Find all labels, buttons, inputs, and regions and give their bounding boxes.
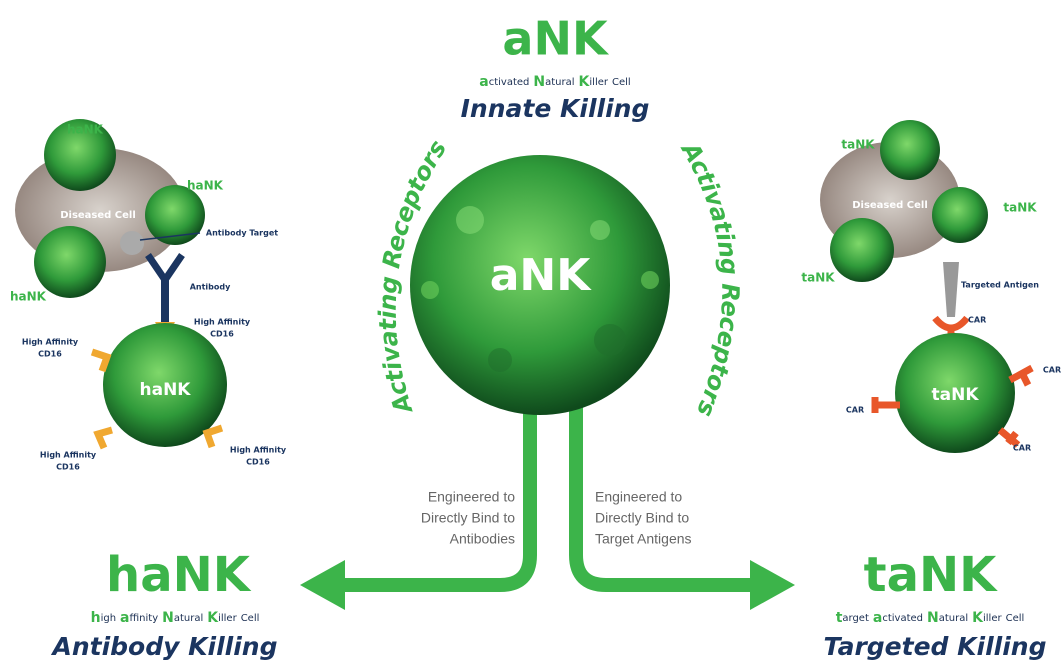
arrows	[335, 400, 760, 592]
cd16-label: CD16	[56, 463, 80, 472]
initial: K	[972, 610, 984, 626]
rest: atural	[174, 613, 203, 624]
cd16-label: High Affinity	[40, 451, 97, 460]
cell-label: haNK	[140, 380, 192, 400]
initial: a	[873, 610, 882, 626]
cell-label: taNK	[841, 138, 875, 152]
note-line: Directly Bind to	[421, 510, 515, 526]
car-label: CAR	[1043, 366, 1061, 375]
branch-subtitle: high affinity Natural Killer Cell	[91, 610, 260, 626]
cd16-labels: High Affinity CD16 High Affinity CD16 High A…	[22, 318, 287, 472]
diseased-cell-label: Diseased Cell	[852, 200, 928, 211]
rest: ctivated	[882, 613, 923, 624]
cell-label: haNK	[187, 179, 224, 193]
note: Engineered to Directly Bind to Target Anti…	[595, 489, 692, 547]
rest: arget	[842, 613, 869, 624]
rest: iller	[589, 77, 608, 88]
car-label: CAR	[1013, 444, 1031, 453]
subtitle-word: Natural	[927, 610, 968, 626]
subtitle-word: Cell	[241, 613, 260, 624]
subtitle-word: high	[91, 610, 116, 626]
cd16-label: High Affinity	[22, 338, 79, 347]
cd16-label: High Affinity	[194, 318, 251, 327]
right-illustration	[820, 120, 1034, 453]
note-line: Target Antigens	[595, 531, 692, 547]
cell-label: haNK	[10, 290, 47, 304]
receptor-label: Activating Receptors	[675, 136, 744, 421]
subtitle-word: Killer	[207, 610, 237, 626]
cd16-label: CD16	[246, 458, 270, 467]
cd16-label: CD16	[210, 330, 234, 339]
cell-label: taNK	[932, 385, 980, 405]
targeted-antigen-label: Targeted Antigen	[961, 281, 1039, 290]
subtitle-word: Cell	[612, 77, 631, 88]
tagline: Innate Killing	[461, 94, 650, 123]
center-cell	[410, 155, 670, 415]
cell-label: haNK	[67, 123, 104, 137]
rest: iller	[983, 613, 1002, 624]
initial: h	[91, 610, 101, 626]
subtitle-word: activated	[479, 74, 529, 90]
branch-title: haNK	[106, 547, 252, 603]
rest: atural	[545, 77, 574, 88]
cd16-label: High Affinity	[230, 446, 287, 455]
initial: N	[927, 610, 939, 626]
initial: N	[533, 74, 545, 90]
initial: K	[207, 610, 219, 626]
subtitle-word: activated	[873, 610, 923, 626]
arrow-head	[750, 560, 795, 610]
initial: a	[479, 74, 488, 90]
rest: ffinity	[129, 613, 158, 624]
initial: a	[120, 610, 129, 626]
branch-tagline: Targeted Killing	[824, 632, 1047, 661]
rest: igh	[101, 613, 116, 624]
arrow-head	[300, 560, 345, 610]
rest: atural	[939, 613, 968, 624]
rest: ctivated	[489, 77, 530, 88]
note-line: Directly Bind to	[595, 510, 689, 526]
diseased-cell-label: Diseased Cell	[60, 210, 136, 221]
subtitle-word: Cell	[1006, 613, 1025, 624]
branch-subtitle: target activated Natural Killer Cell	[836, 610, 1025, 626]
initial: t	[836, 610, 843, 626]
subtitle-word: target	[836, 610, 869, 626]
antibody-label: Antibody	[190, 283, 231, 292]
note-line: Antibodies	[450, 531, 515, 547]
rest: iller	[218, 613, 237, 624]
subtitle-word: Killer	[972, 610, 1002, 626]
note-line: Engineered to	[428, 489, 515, 505]
note: Engineered to Directly Bind to Antibodies	[421, 489, 515, 547]
antibody-target-label: Antibody Target	[206, 229, 278, 238]
car-label: CAR	[968, 316, 986, 325]
receptor-label-path: Activating Receptors	[675, 136, 744, 421]
center-cell-label: aNK	[490, 250, 593, 301]
subtitle-word: affinity	[120, 610, 158, 626]
cd16-label: CD16	[38, 350, 62, 359]
subtitle-word: Natural	[162, 610, 203, 626]
branch-tagline: Antibody Killing	[51, 632, 278, 661]
left-illustration	[15, 119, 227, 450]
subtitle: activated Natural Killer Cell	[479, 74, 630, 90]
title: aNK	[502, 12, 610, 66]
initial: N	[162, 610, 174, 626]
car-label: CAR	[846, 406, 864, 415]
note-line: Engineered to	[595, 489, 682, 505]
subtitle-word: Natural	[533, 74, 574, 90]
subtitle-word: Killer	[579, 74, 609, 90]
cell-label: taNK	[1003, 201, 1037, 215]
cell-label: taNK	[801, 271, 835, 285]
branch-title: taNK	[864, 547, 999, 603]
initial: K	[579, 74, 591, 90]
